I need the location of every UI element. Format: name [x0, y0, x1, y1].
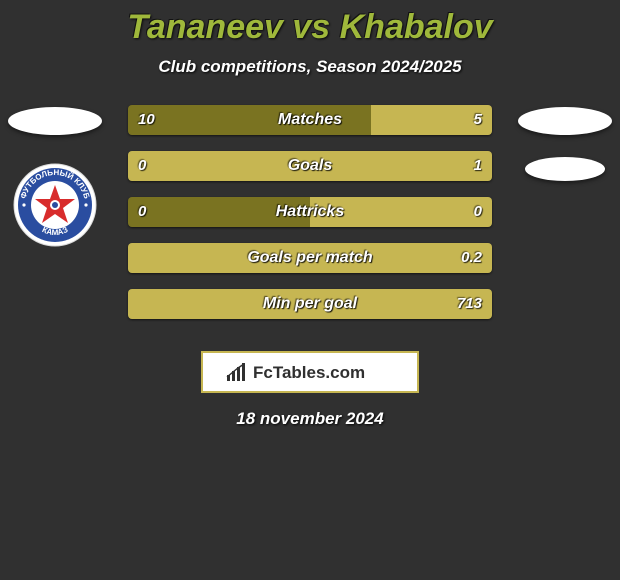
left-club-badge: ФУТБОЛЬНЫЙ КЛУБ КАМАЗ	[13, 163, 97, 247]
left-player-photo-placeholder	[8, 107, 102, 135]
bar-right-seg	[128, 151, 492, 181]
right-player-column	[510, 105, 620, 345]
stat-row: 01Goals	[128, 151, 492, 181]
stat-row: 713Min per goal	[128, 289, 492, 319]
stat-left-value	[128, 289, 148, 319]
stat-left-value: 0	[128, 197, 156, 227]
stat-right-value: 0	[464, 197, 492, 227]
stat-right-value: 0.2	[451, 243, 492, 273]
date-text: 18 november 2024	[0, 409, 620, 429]
stat-left-value: 10	[128, 105, 165, 135]
left-player-column: ФУТБОЛЬНЫЙ КЛУБ КАМАЗ	[0, 105, 110, 345]
comparison-panel: ФУТБОЛЬНЫЙ КЛУБ КАМАЗ 105Matches01Goals0…	[0, 105, 620, 345]
stat-right-value: 713	[447, 289, 492, 319]
stat-row: 0.2Goals per match	[128, 243, 492, 273]
stat-right-value: 5	[464, 105, 492, 135]
page-title: Tananeev vs Khabalov	[0, 0, 620, 47]
stat-right-value: 1	[464, 151, 492, 181]
stat-left-value: 0	[128, 151, 156, 181]
bar-right-seg	[128, 289, 492, 319]
right-player-photo-placeholder	[518, 107, 612, 135]
right-club-badge-placeholder	[525, 157, 605, 181]
bar-right-seg	[128, 243, 492, 273]
stat-bars: 105Matches01Goals00Hattricks0.2Goals per…	[128, 105, 492, 335]
subtitle: Club competitions, Season 2024/2025	[0, 57, 620, 77]
stat-row: 105Matches	[128, 105, 492, 135]
watermark: FcTables.com	[201, 351, 419, 393]
watermark-text: FcTables.com	[253, 363, 365, 382]
stat-row: 00Hattricks	[128, 197, 492, 227]
stat-left-value	[128, 243, 148, 273]
